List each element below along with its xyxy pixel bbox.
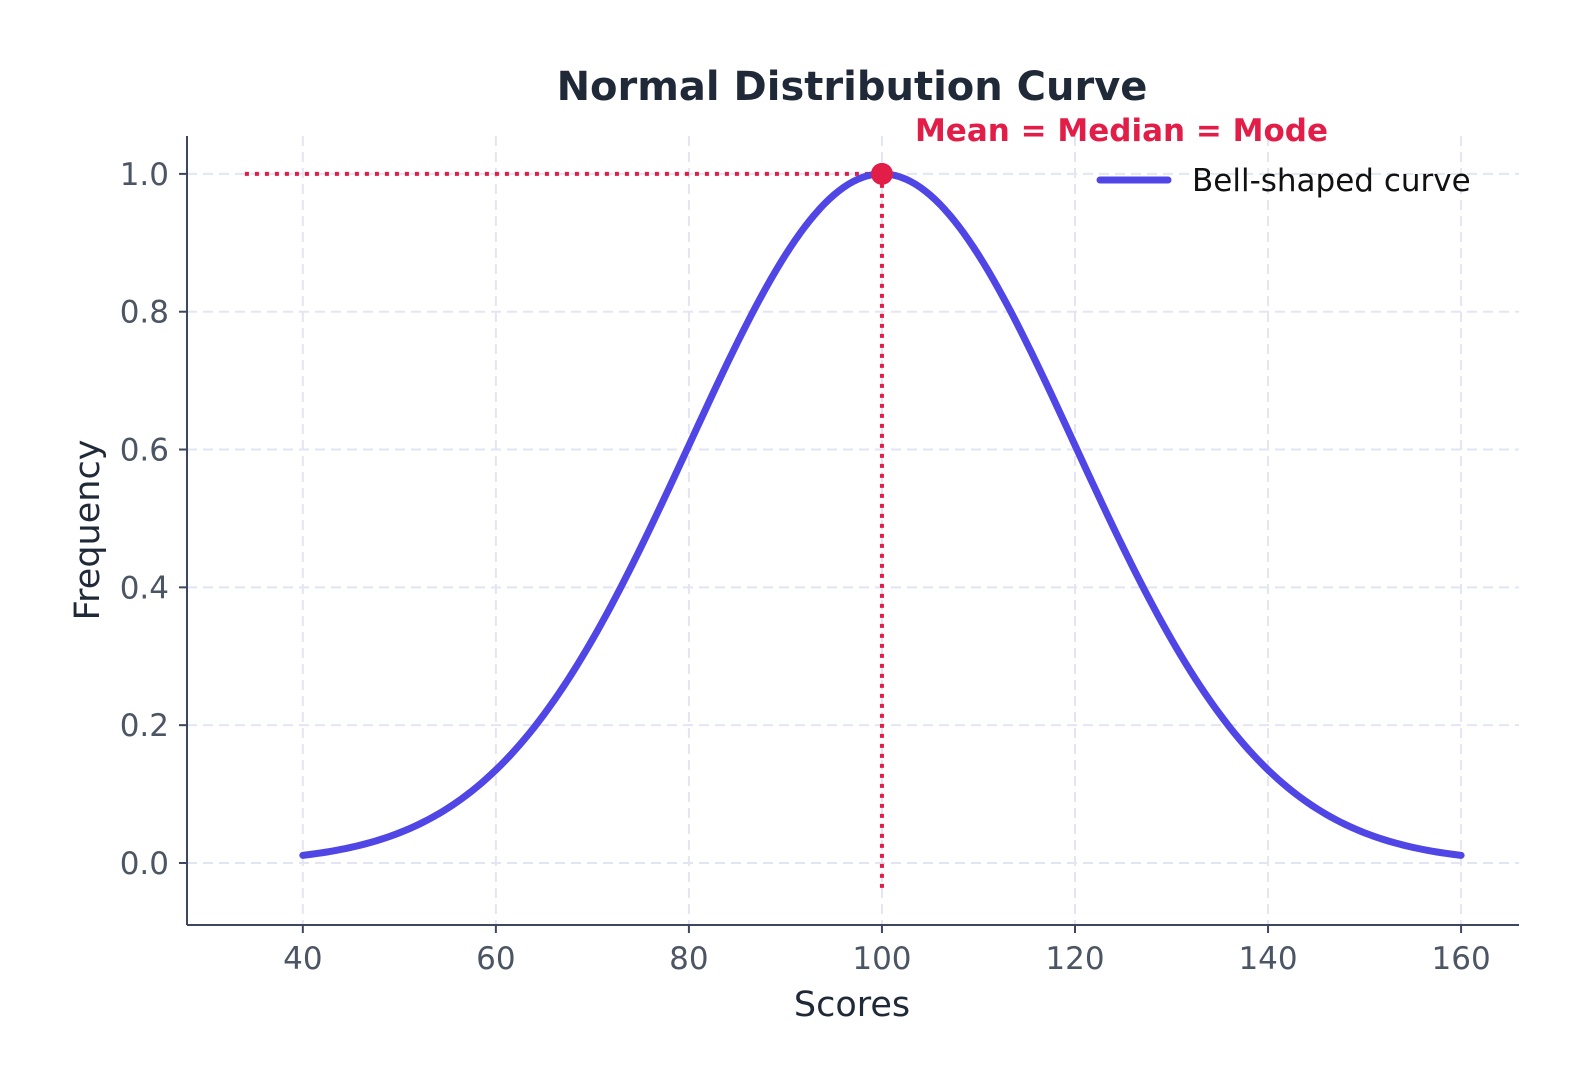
legend-label-bell-curve: Bell-shaped curve (1192, 163, 1471, 199)
x-tick-label-120: 120 (1045, 941, 1104, 977)
tick-labels: 40 60 80 100 120 140 160 0.0 0.2 0.4 0.6 0.8 1.0 (120, 157, 1491, 977)
y-tick-label-1.0: 1.0 (120, 157, 169, 193)
peak-annotation-label: Mean = Median = Mode (915, 113, 1328, 149)
axes (179, 136, 1519, 933)
y-tick-label-0.0: 0.0 (120, 846, 169, 882)
x-tick-label-100: 100 (852, 941, 911, 977)
x-tick-label-40: 40 (283, 941, 322, 977)
x-tick-label-80: 80 (669, 941, 708, 977)
y-tick-label-0.6: 0.6 (120, 433, 169, 469)
y-tick-label-0.8: 0.8 (120, 295, 169, 331)
annotations: Mean = Median = Mode (870, 113, 1328, 185)
reference-lines (244, 171, 884, 891)
x-tick-label-140: 140 (1238, 941, 1297, 977)
x-tick-label-60: 60 (476, 941, 515, 977)
y-tick-label-0.4: 0.4 (120, 570, 169, 606)
chart-title: Normal Distribution Curve (557, 64, 1148, 110)
y-tick-label-0.2: 0.2 (120, 708, 169, 744)
x-axis-label: Scores (794, 985, 910, 1025)
y-axis-label: Frequency (68, 440, 108, 621)
x-tick-label-160: 160 (1432, 941, 1491, 977)
peak-marker (870, 162, 893, 185)
legend: Bell-shaped curve (1096, 163, 1471, 199)
